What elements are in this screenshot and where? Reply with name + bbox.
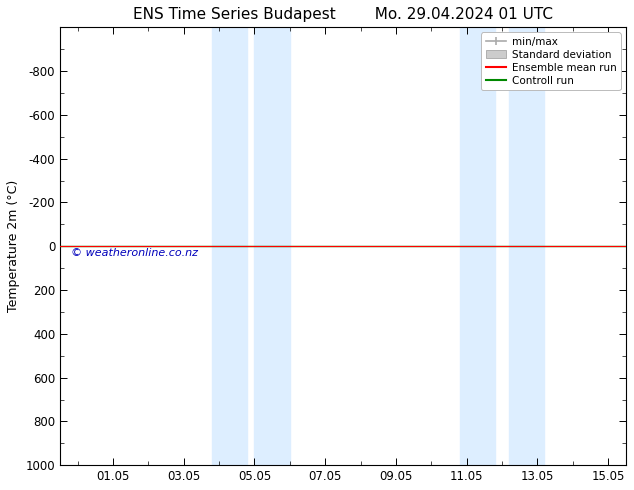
Text: © weatheronline.co.nz: © weatheronline.co.nz — [71, 248, 198, 258]
Bar — [509, 27, 545, 465]
Bar — [212, 27, 247, 465]
Bar — [460, 27, 495, 465]
Title: ENS Time Series Budapest        Mo. 29.04.2024 01 UTC: ENS Time Series Budapest Mo. 29.04.2024 … — [133, 7, 553, 22]
Bar — [254, 27, 290, 465]
Legend: min/max, Standard deviation, Ensemble mean run, Controll run: min/max, Standard deviation, Ensemble me… — [481, 32, 621, 90]
Y-axis label: Temperature 2m (°C): Temperature 2m (°C) — [7, 180, 20, 312]
